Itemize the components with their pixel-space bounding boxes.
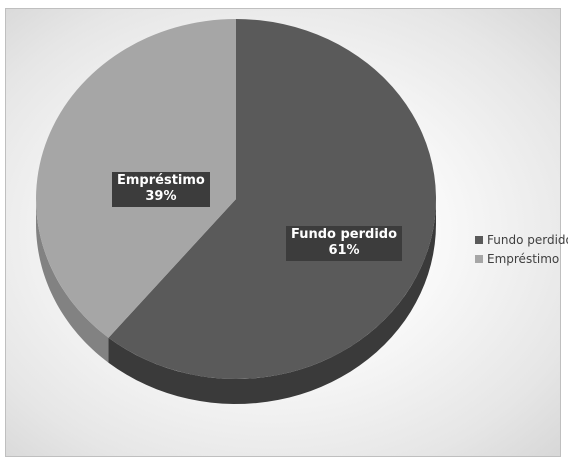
legend-label-emprestimo: Empréstimo: [487, 251, 560, 266]
data-label-emprestimo-value: 39%: [145, 189, 177, 204]
chart-area: Fundo perdido 61% Empréstimo 39% Fundo p…: [5, 8, 568, 457]
data-label-fundo-perdido-value: 61%: [328, 243, 360, 258]
legend-item-emprestimo: Empréstimo: [475, 249, 568, 268]
legend-swatch-fundo-perdido: [475, 235, 483, 244]
pie-side-emprestimo: [36, 199, 109, 363]
data-label-fundo-perdido-name: Fundo perdido: [291, 227, 398, 242]
legend-label-fundo-perdido: Fundo perdido: [487, 232, 568, 247]
data-label-emprestimo: Empréstimo 39%: [112, 172, 210, 207]
pie-slice-fundo-perdido: [108, 19, 437, 379]
data-label-emprestimo-name: Empréstimo: [117, 173, 205, 188]
data-label-fundo-perdido: Fundo perdido 61%: [286, 226, 403, 261]
legend-swatch-emprestimo: [475, 254, 483, 263]
legend-item-fundo-perdido: Fundo perdido: [475, 230, 568, 249]
pie-side-fundo-perdido: [108, 199, 437, 404]
legend: Fundo perdido Empréstimo: [475, 230, 568, 268]
